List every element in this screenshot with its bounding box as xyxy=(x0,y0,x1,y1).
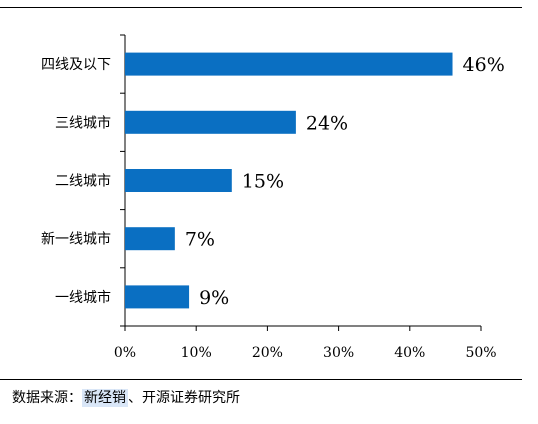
source-suffix: 、开源证券研究所 xyxy=(128,390,240,406)
bar xyxy=(125,169,232,192)
data-label: 15% xyxy=(242,171,284,193)
source-highlight: 新经销 xyxy=(82,389,128,407)
bar xyxy=(125,52,453,76)
category-label: 一线城市 xyxy=(55,289,111,306)
bar-chart: 0% 10% 20% 30% 40% 50% 四线及以下 46% 三线城市 24% 二线城市 15% 新… xyxy=(41,34,505,361)
category-label: 新一线城市 xyxy=(41,231,111,248)
data-label: 46% xyxy=(463,54,505,76)
x-tick-label: 10% xyxy=(181,345,212,361)
bar xyxy=(125,285,190,309)
source-note: 数据来源： 新经销 、开源证券研究所 xyxy=(12,387,240,407)
x-tick-label: 50% xyxy=(465,345,496,361)
data-label: 24% xyxy=(306,112,348,134)
category-label: 三线城市 xyxy=(55,114,111,131)
bar xyxy=(125,110,296,134)
x-tick-label: 30% xyxy=(323,345,354,361)
data-label: 7% xyxy=(185,229,215,251)
x-tick-label: 0% xyxy=(114,345,136,361)
x-tick-label: 40% xyxy=(394,345,425,361)
bar xyxy=(125,227,175,251)
bottom-rule xyxy=(0,379,522,380)
category-label: 四线及以下 xyxy=(41,57,111,73)
source-prefix: 数据来源： xyxy=(12,390,82,406)
data-label: 9% xyxy=(199,287,229,309)
category-label: 二线城市 xyxy=(55,173,111,190)
top-rule xyxy=(0,7,522,8)
x-tick-label: 20% xyxy=(252,345,283,361)
